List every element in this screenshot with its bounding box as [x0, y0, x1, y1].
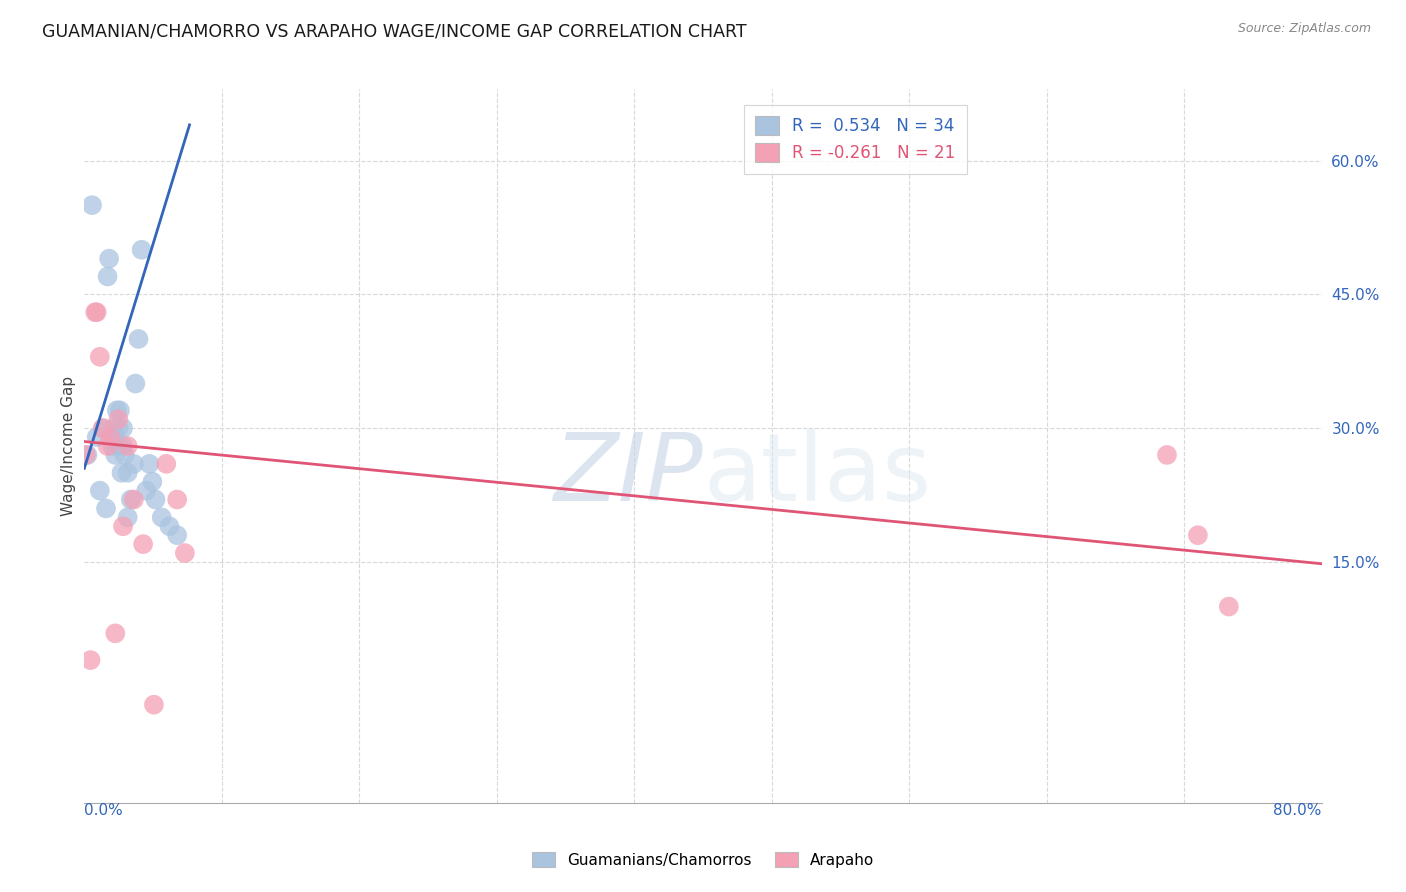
Text: 80.0%: 80.0%	[1274, 803, 1322, 818]
Point	[112, 421, 135, 435]
Point	[89, 350, 111, 364]
Text: Source: ZipAtlas.com: Source: ZipAtlas.com	[1237, 22, 1371, 36]
Point	[112, 519, 135, 533]
Point	[1187, 528, 1209, 542]
Point	[89, 483, 111, 498]
Point	[1218, 599, 1240, 614]
Point	[117, 439, 139, 453]
Point	[108, 403, 131, 417]
Legend: R =  0.534   N = 34, R = -0.261   N = 21: R = 0.534 N = 34, R = -0.261 N = 21	[744, 104, 967, 174]
Y-axis label: Wage/Income Gap: Wage/Income Gap	[60, 376, 76, 516]
Point	[98, 252, 121, 266]
Point	[150, 510, 173, 524]
Point	[91, 421, 114, 435]
Point	[131, 243, 153, 257]
Point	[117, 466, 139, 480]
Point	[75, 448, 97, 462]
Point	[138, 457, 160, 471]
Point	[1156, 448, 1178, 462]
Point	[86, 305, 108, 319]
Legend: Guamanians/Chamorros, Arapaho: Guamanians/Chamorros, Arapaho	[524, 844, 882, 875]
Point	[91, 421, 114, 435]
Point	[135, 483, 157, 498]
Point	[110, 466, 132, 480]
Point	[124, 376, 146, 391]
Text: atlas: atlas	[703, 428, 931, 521]
Text: ZIP: ZIP	[554, 429, 703, 520]
Point	[155, 457, 177, 471]
Point	[117, 510, 139, 524]
Point	[104, 626, 127, 640]
Point	[97, 439, 120, 453]
Point	[120, 492, 142, 507]
Point	[76, 448, 98, 462]
Point	[114, 448, 136, 462]
Point	[107, 412, 129, 426]
Point	[79, 653, 101, 667]
Point	[143, 698, 166, 712]
Point	[132, 537, 155, 551]
Point	[105, 403, 128, 417]
Point	[82, 198, 104, 212]
Point	[107, 421, 129, 435]
Point	[100, 430, 122, 444]
Point	[112, 439, 135, 453]
Point	[84, 305, 107, 319]
Point	[174, 546, 197, 560]
Point	[103, 421, 125, 435]
Point	[107, 439, 129, 453]
Point	[159, 519, 181, 533]
Point	[86, 430, 108, 444]
Text: 0.0%: 0.0%	[84, 803, 124, 818]
Point	[104, 430, 127, 444]
Text: GUAMANIAN/CHAMORRO VS ARAPAHO WAGE/INCOME GAP CORRELATION CHART: GUAMANIAN/CHAMORRO VS ARAPAHO WAGE/INCOM…	[42, 22, 747, 40]
Point	[97, 269, 120, 284]
Point	[141, 475, 163, 489]
Point	[122, 457, 145, 471]
Point	[128, 332, 150, 346]
Point	[166, 492, 188, 507]
Point	[122, 492, 145, 507]
Point	[104, 448, 127, 462]
Point	[94, 501, 117, 516]
Point	[166, 528, 188, 542]
Point	[101, 439, 124, 453]
Point	[145, 492, 167, 507]
